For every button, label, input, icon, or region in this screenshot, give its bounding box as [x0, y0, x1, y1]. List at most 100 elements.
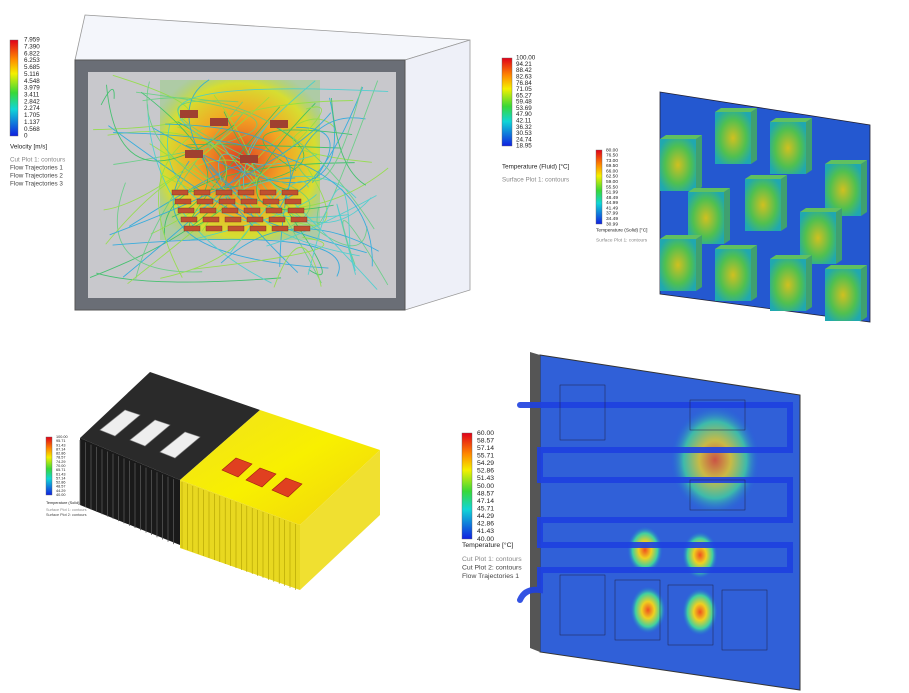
legend-value: 42.86: [477, 521, 494, 528]
legend-value: 37.99: [606, 211, 618, 217]
plot-item: Surface Plot 1: contours: [46, 508, 87, 512]
legend-value: 2.274: [24, 105, 40, 112]
legend-value: 41.49: [606, 205, 618, 211]
block: [745, 179, 781, 231]
legend-value: 100.00: [56, 435, 68, 439]
legend-value: 65.71: [56, 468, 66, 472]
legend-value: 0: [24, 133, 28, 140]
component: [183, 225, 201, 232]
legend-value: 91.43: [56, 443, 66, 447]
block-side: [806, 255, 812, 311]
legend-value: 2.842: [24, 98, 40, 105]
block-top: [770, 255, 812, 259]
component: [171, 189, 189, 196]
component: [218, 198, 236, 205]
streamline: [127, 106, 322, 285]
plot-item: Cut Plot 1: contours: [10, 157, 65, 164]
legend-value: 71.05: [516, 86, 532, 93]
legend-value: 62.50: [606, 174, 618, 180]
streamline: [218, 153, 378, 290]
legend-value: 44.29: [56, 489, 66, 493]
component: [240, 198, 258, 205]
plot-item: Flow Trajectories 1: [10, 165, 63, 172]
legend-value: 82.63: [516, 74, 532, 81]
component: [287, 207, 305, 214]
block: [825, 164, 861, 216]
legend-value: 24.74: [516, 136, 532, 143]
block-side: [696, 235, 702, 291]
streamline: [164, 162, 355, 236]
legend-value: 7.390: [24, 44, 40, 51]
streamline: [177, 88, 389, 145]
streamline: [342, 220, 389, 286]
plot-item: Surface Plot 2: contours: [46, 513, 87, 517]
streamline: [292, 129, 372, 163]
legend-value: 36.32: [516, 124, 532, 131]
legend-title: Temperature (Solid) [°C]: [46, 501, 87, 505]
legend-value: 18.95: [516, 143, 532, 150]
component: [196, 198, 214, 205]
streamline: [250, 172, 311, 232]
legend-value: 0.568: [24, 126, 40, 133]
streamline: [113, 132, 373, 267]
legend-value: 59.00: [606, 179, 618, 185]
legend-value: 95.71: [56, 439, 66, 443]
streamline: [105, 159, 301, 245]
block-top: [715, 245, 757, 249]
legend-title: Temperature (Solid) [°C]: [596, 227, 648, 233]
plot-item: Flow Trajectories 3: [10, 181, 63, 188]
color-bar: [461, 432, 473, 540]
legend-title: Velocity [m/s]: [10, 144, 47, 151]
streamline: [282, 201, 368, 247]
block-top: [825, 160, 867, 164]
component: [180, 216, 198, 223]
plot-item: Surface Plot 1: contours: [596, 237, 648, 243]
legend-value: 48.49: [606, 195, 618, 201]
streamline: [177, 100, 254, 161]
block-top: [770, 118, 812, 122]
streamline: [238, 170, 322, 284]
component: [249, 225, 267, 232]
streamline: [188, 194, 317, 241]
streamline: [116, 182, 203, 273]
component: [205, 225, 223, 232]
legend-value: 87.14: [56, 447, 66, 451]
heatsink: [79, 372, 380, 590]
streamline: [199, 86, 364, 203]
color-bar: [595, 149, 603, 225]
component: [243, 207, 261, 214]
streamline: [96, 272, 282, 283]
component: [199, 207, 217, 214]
block-top: [825, 265, 867, 269]
legend-title: Temperature [°C]: [462, 541, 514, 549]
component: [177, 207, 195, 214]
streamline: [296, 126, 331, 183]
legend-value: 66.00: [606, 168, 618, 174]
color-bar: [9, 39, 19, 137]
plot-item: Flow Trajectories 1: [462, 573, 519, 580]
legend-value: 40.00: [56, 493, 66, 497]
block-side: [781, 175, 787, 231]
legend-value: 30.53: [516, 130, 532, 137]
component: [259, 189, 277, 196]
block-side: [861, 265, 867, 321]
streamline: [100, 89, 115, 106]
streamline: [266, 195, 377, 247]
component: [293, 225, 311, 232]
block-side: [861, 160, 867, 216]
plot-item: Cut Plot 1: contours: [462, 556, 522, 563]
plot-item: Surface Plot 1: contours: [502, 177, 569, 184]
legend-value: 73.00: [606, 158, 618, 164]
legend-value: 30.99: [606, 221, 618, 227]
streamline: [112, 238, 340, 277]
component: [265, 207, 283, 214]
block-side: [751, 108, 757, 164]
legends: 7.9597.3906.8226.2535.6855.1164.5483.979…: [9, 37, 648, 580]
legend-value: 4.548: [24, 78, 40, 85]
legend-value: 44.99: [606, 200, 618, 206]
cold-plate: [517, 352, 801, 691]
legend-value: 52.86: [56, 481, 66, 485]
legend-value: 42.11: [516, 118, 532, 125]
component: [284, 198, 302, 205]
